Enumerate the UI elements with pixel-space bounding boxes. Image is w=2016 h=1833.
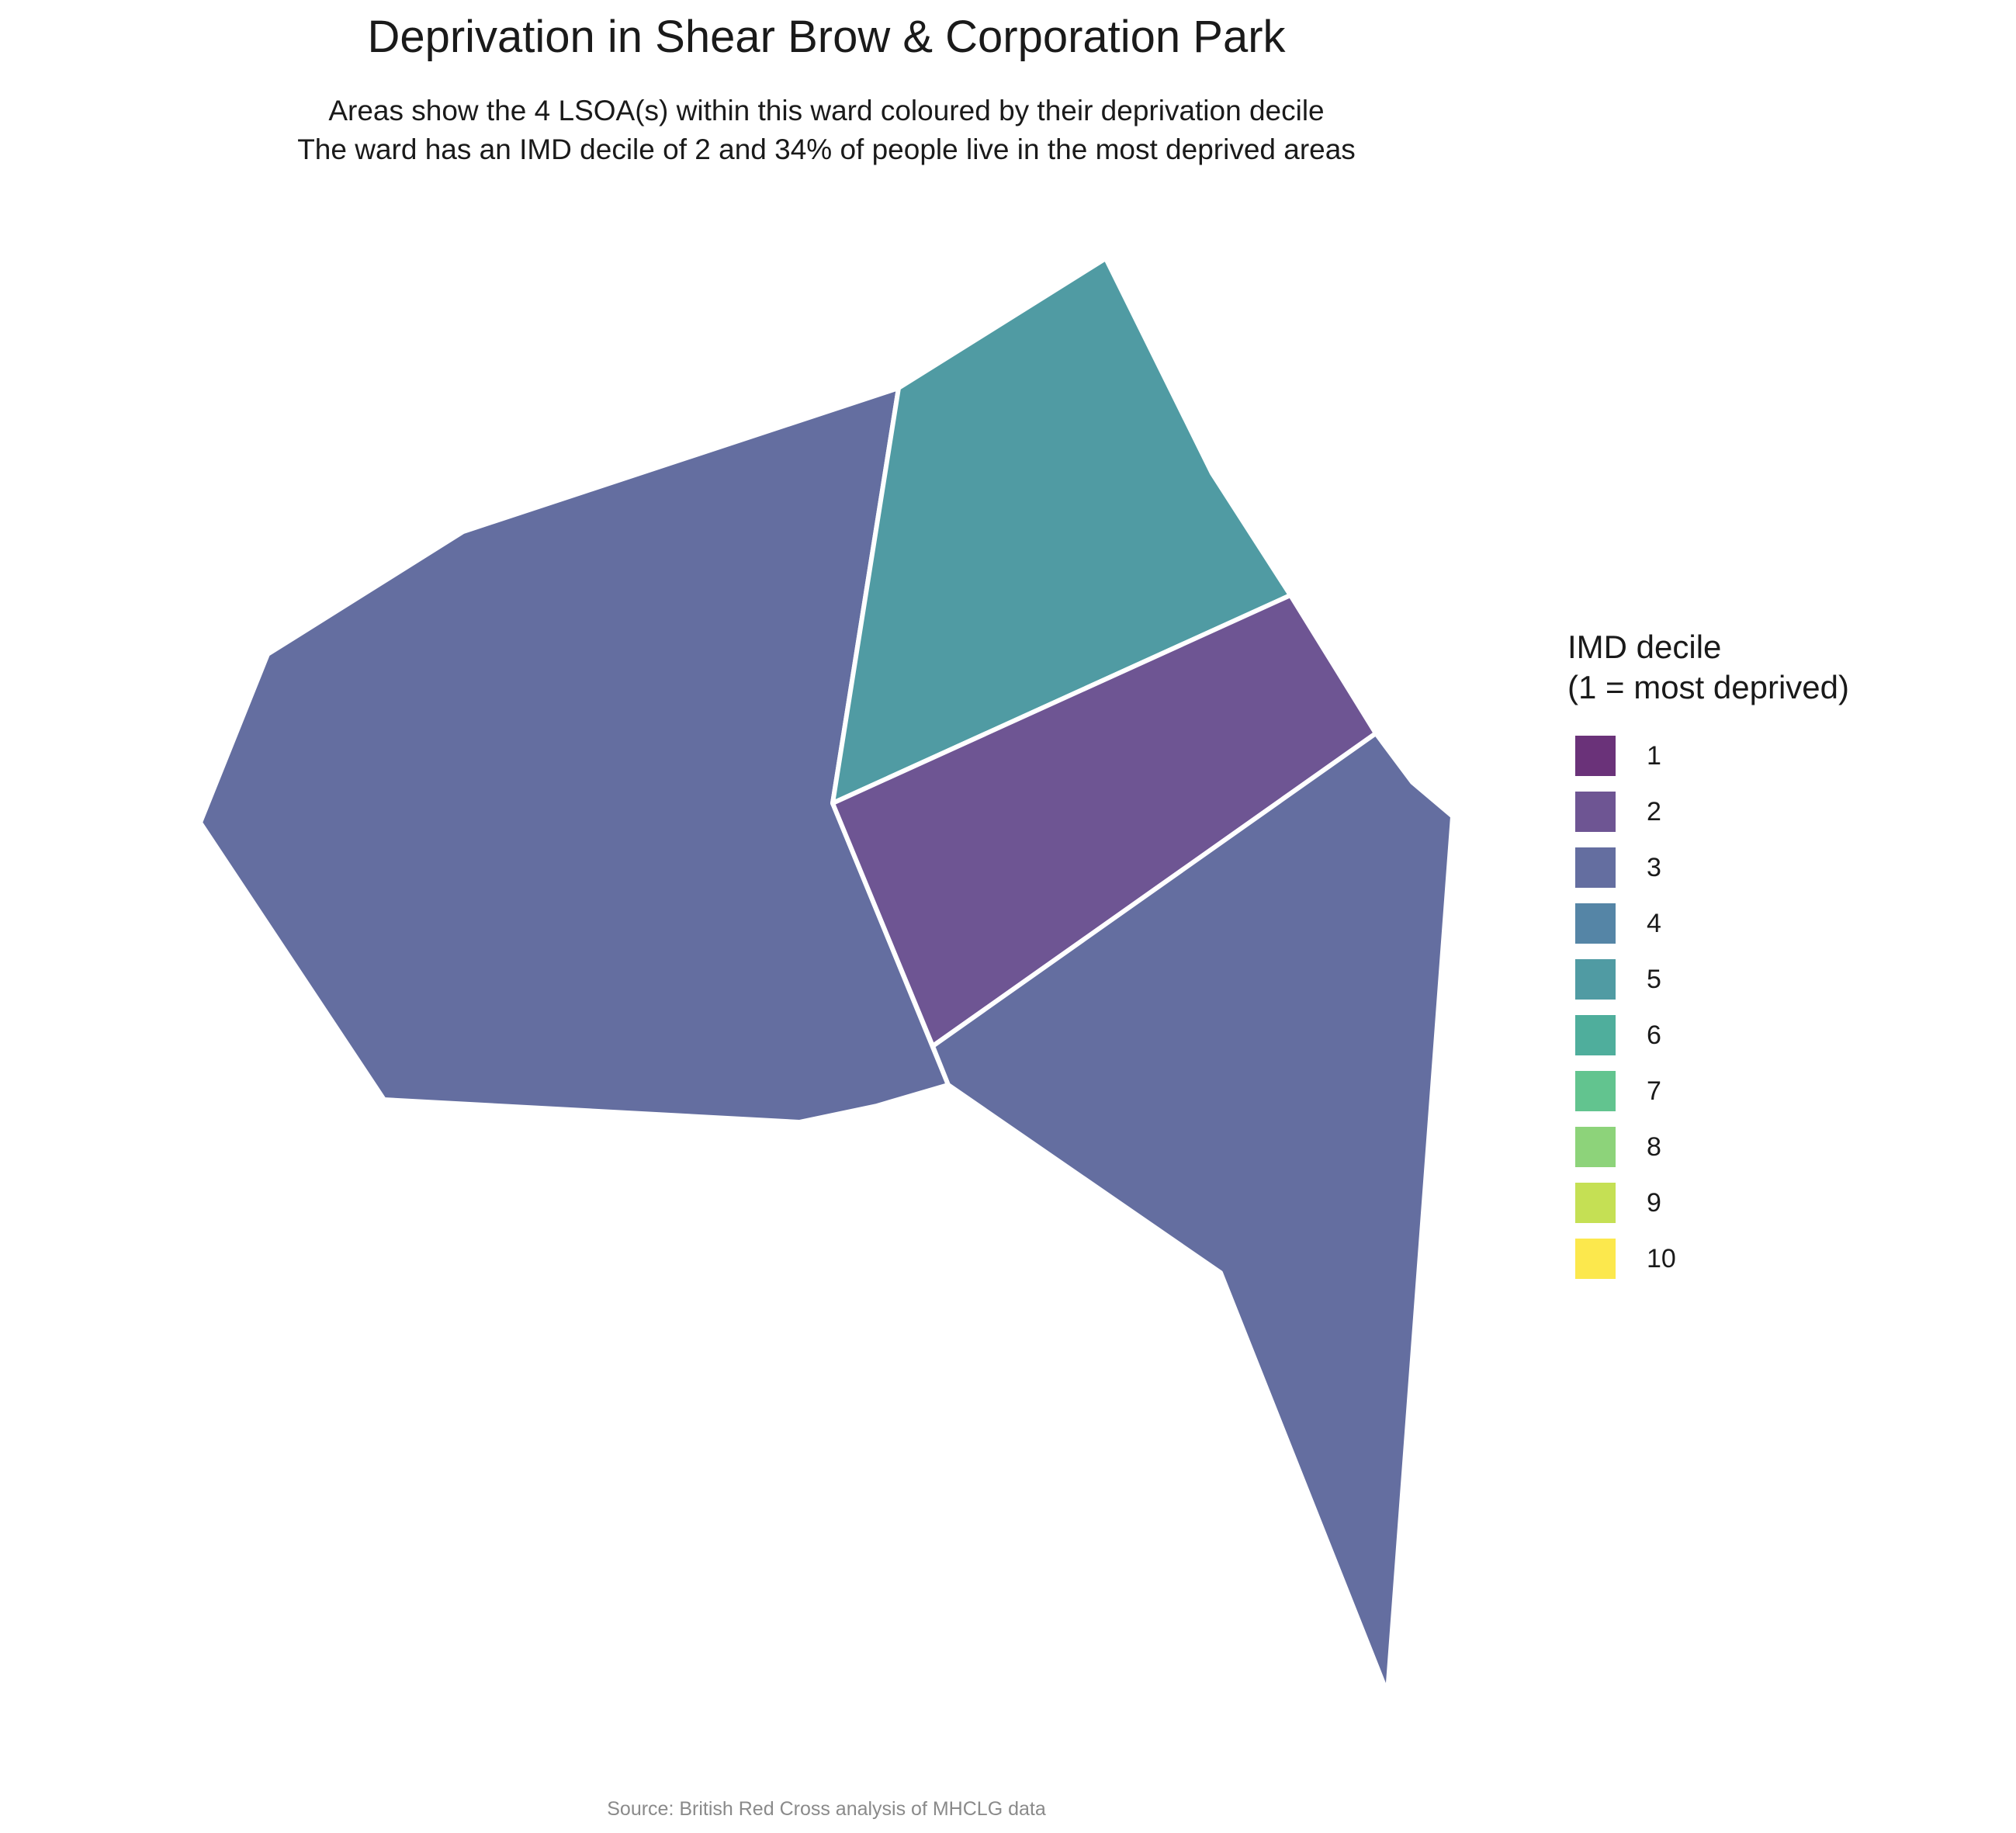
legend-swatch (1575, 1183, 1616, 1223)
legend: IMD decile (1 = most deprived) 1 2 3 4 5 6 7 8 9… (1567, 627, 1849, 1287)
source-caption: Source: British Red Cross analysis of MH… (607, 1798, 1046, 1820)
legend-label: 1 (1647, 740, 1661, 771)
legend-swatch (1575, 959, 1616, 1000)
legend-item: 8 (1567, 1119, 1849, 1175)
legend-swatch (1575, 1239, 1616, 1279)
subtitle-line-1: Areas show the 4 LSOA(s) within this war… (328, 95, 1325, 126)
legend-swatch (1575, 1015, 1616, 1055)
legend-item: 7 (1567, 1063, 1849, 1119)
legend-swatch (1575, 1071, 1616, 1111)
map-title: Deprivation in Shear Brow & Corporation … (367, 12, 1286, 62)
legend-swatch (1575, 792, 1616, 832)
map-subtitle: Areas show the 4 LSOA(s) within this war… (0, 92, 1653, 169)
legend-title-line-1: IMD decile (1567, 629, 1722, 665)
legend-items: 1 2 3 4 5 6 7 8 9 10 (1567, 728, 1849, 1287)
lsoa-south-east (930, 731, 1455, 1696)
legend-item: 4 (1567, 896, 1849, 951)
legend-label: 10 (1647, 1243, 1676, 1273)
legend-item: 1 (1567, 728, 1849, 784)
legend-swatch (1575, 847, 1616, 888)
legend-label: 2 (1647, 796, 1661, 826)
legend-swatch (1575, 903, 1616, 944)
legend-label: 7 (1647, 1076, 1661, 1106)
legend-title: IMD decile (1 = most deprived) (1567, 627, 1849, 708)
legend-label: 6 (1647, 1020, 1661, 1050)
legend-item: 2 (1567, 784, 1849, 840)
legend-item: 5 (1567, 951, 1849, 1007)
legend-item: 6 (1567, 1007, 1849, 1063)
legend-label: 9 (1647, 1187, 1661, 1218)
legend-item: 10 (1567, 1231, 1849, 1287)
legend-label: 5 (1647, 964, 1661, 994)
legend-title-line-2: (1 = most deprived) (1567, 669, 1849, 705)
legend-swatch (1575, 736, 1616, 776)
legend-label: 4 (1647, 908, 1661, 938)
legend-label: 8 (1647, 1131, 1661, 1162)
legend-item: 3 (1567, 840, 1849, 896)
legend-item: 9 (1567, 1175, 1849, 1231)
subtitle-line-2: The ward has an IMD decile of 2 and 34% … (297, 133, 1356, 165)
lsoa-north (830, 256, 1293, 806)
legend-label: 3 (1647, 852, 1661, 882)
lsoa-west (198, 386, 951, 1124)
legend-swatch (1575, 1127, 1616, 1167)
